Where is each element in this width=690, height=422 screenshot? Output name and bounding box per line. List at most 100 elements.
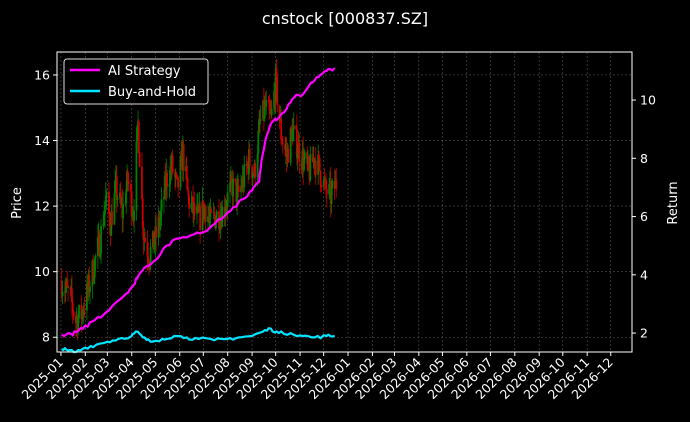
candle-body [230,176,233,183]
y-right-tick-label: 10 [640,93,656,108]
legend-label-ai-strategy: AI Strategy [108,64,181,79]
candle-body [113,193,116,225]
y-right-tick-label: 2 [640,326,648,341]
candle-body [187,190,190,197]
candle-body [78,305,80,318]
candle-body [103,214,106,225]
y-axis-right-label: Return [666,181,681,224]
candle-body [146,241,149,257]
candle-body [218,227,221,229]
candle-body [259,119,262,121]
candle-body [171,155,174,172]
candle-body [108,212,111,227]
candle-body [257,130,260,155]
price-candles [60,59,338,341]
candle-body [130,183,132,192]
candle-body [193,203,196,214]
candle-body [225,206,228,211]
candle-body [71,302,74,312]
candle-body [280,118,283,140]
candle-body [135,141,138,211]
buy-and-hold-line [61,327,335,354]
candle-body [325,189,328,195]
candle-body [72,311,75,316]
candle-body [210,208,213,213]
legend-label-buy-and-hold: Buy-and-Hold [108,85,196,100]
candle-body [93,257,96,278]
candle-body [92,260,95,281]
candle-body [281,139,283,143]
candle-body [226,206,228,208]
candle-body [116,198,119,201]
candle-body [89,286,91,293]
candle-body [125,189,128,203]
candle-body [330,188,333,204]
candle-body [270,108,273,115]
candle-body [97,237,99,256]
candle-body [289,128,292,163]
candle-body [319,171,322,185]
candle-body [153,244,156,250]
candle-body [229,182,231,193]
candle-body [237,185,240,193]
y-axis-right-ticks: 2 4 6 8 10 [632,93,656,341]
y-left-tick-label: 12 [34,199,50,214]
candle-body [142,227,145,240]
y-axis-left-label: Price [10,187,25,219]
candle-body [104,205,106,215]
candle-body [320,184,323,187]
candle-body [215,211,218,221]
candle-body [331,180,334,189]
candle-body [66,281,69,286]
candle-body [243,164,246,188]
y-right-tick-label: 8 [640,151,648,166]
candle-body [81,310,84,319]
candle-body [203,206,206,208]
candle-body [175,173,178,176]
candle-body [94,255,97,258]
candle-body [251,173,254,178]
candle-body [100,226,102,254]
candle-body [287,148,290,163]
candle-body [99,253,102,257]
candle-body [141,198,144,228]
y-axis-left-ticks: 8 10 12 14 16 [34,67,57,345]
candle-body [176,175,179,178]
candle-body [256,154,259,178]
candle-body [328,183,331,195]
candle-body [224,210,227,215]
candle-body [240,185,242,193]
candle-body [322,179,325,187]
candle-body [105,191,108,196]
candle-body [127,181,130,184]
plot-frame [56,51,633,353]
candle-body [292,129,294,142]
candle-body [259,120,261,122]
y-right-tick-label: 6 [640,209,648,224]
candle-body [157,216,160,238]
candle-body [160,199,163,212]
candle-body [77,317,80,333]
candle-body [152,231,155,250]
candle-body [318,154,320,159]
candle-body [204,206,207,222]
candle-body [83,310,86,312]
candle-body [108,191,110,213]
candle-body [196,205,198,214]
candle-body [317,154,320,175]
candle-body [263,103,266,119]
candle-body [199,205,202,230]
candle-body [278,105,281,121]
candle-body [303,158,305,171]
candle-body [258,120,261,131]
candle-body [325,178,327,190]
candle-body [133,210,135,221]
candle-body [274,67,277,103]
y-left-tick-label: 10 [34,264,50,279]
candle-body [207,216,209,222]
candle-body [67,285,69,289]
candle-body [138,153,141,167]
candle-body [314,160,317,175]
series-lines [61,67,336,354]
candle-body [284,144,287,151]
